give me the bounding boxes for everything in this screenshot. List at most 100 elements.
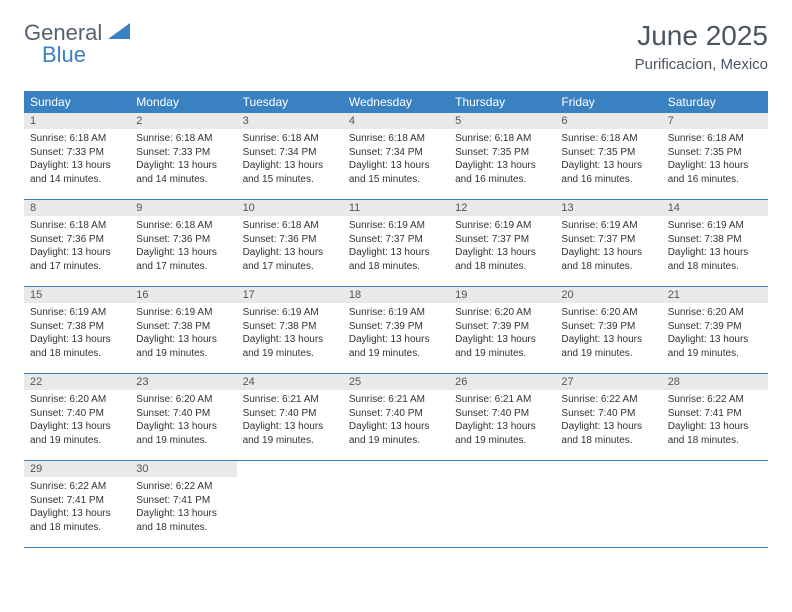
day-cell: 14Sunrise: 6:19 AMSunset: 7:38 PMDayligh… [662,200,768,286]
day-content: Sunrise: 6:21 AMSunset: 7:40 PMDaylight:… [449,390,555,453]
daylight-text: Daylight: 13 hours and 19 minutes. [243,420,337,447]
daylight-text: Daylight: 13 hours and 15 minutes. [243,159,337,186]
day-number: 24 [237,374,343,390]
sunset-text: Sunset: 7:40 PM [349,407,443,421]
day-header-thursday: Thursday [449,91,555,113]
day-number: 6 [555,113,661,129]
daylight-text: Daylight: 13 hours and 16 minutes. [561,159,655,186]
day-content: Sunrise: 6:22 AMSunset: 7:41 PMDaylight:… [24,477,130,540]
day-cell: 4Sunrise: 6:18 AMSunset: 7:34 PMDaylight… [343,113,449,199]
day-content: Sunrise: 6:18 AMSunset: 7:34 PMDaylight:… [343,129,449,192]
sunrise-text: Sunrise: 6:20 AM [561,306,655,320]
sunset-text: Sunset: 7:35 PM [561,146,655,160]
sunset-text: Sunset: 7:36 PM [136,233,230,247]
daylight-text: Daylight: 13 hours and 17 minutes. [30,246,124,273]
day-cell: 18Sunrise: 6:19 AMSunset: 7:39 PMDayligh… [343,287,449,373]
sunrise-text: Sunrise: 6:18 AM [30,132,124,146]
daylight-text: Daylight: 13 hours and 19 minutes. [561,333,655,360]
day-content: Sunrise: 6:20 AMSunset: 7:39 PMDaylight:… [449,303,555,366]
day-cell: 29Sunrise: 6:22 AMSunset: 7:41 PMDayligh… [24,461,130,547]
sunrise-text: Sunrise: 6:19 AM [349,219,443,233]
sunrise-text: Sunrise: 6:22 AM [30,480,124,494]
day-number: 23 [130,374,236,390]
sunset-text: Sunset: 7:38 PM [243,320,337,334]
day-number: 18 [343,287,449,303]
day-cell: 24Sunrise: 6:21 AMSunset: 7:40 PMDayligh… [237,374,343,460]
sunrise-text: Sunrise: 6:19 AM [668,219,762,233]
day-number: 19 [449,287,555,303]
week-row: 15Sunrise: 6:19 AMSunset: 7:38 PMDayligh… [24,287,768,374]
day-cell: 16Sunrise: 6:19 AMSunset: 7:38 PMDayligh… [130,287,236,373]
day-content: Sunrise: 6:22 AMSunset: 7:41 PMDaylight:… [662,390,768,453]
day-content: Sunrise: 6:20 AMSunset: 7:40 PMDaylight:… [24,390,130,453]
day-number: 9 [130,200,236,216]
day-number: 7 [662,113,768,129]
sunrise-text: Sunrise: 6:18 AM [349,132,443,146]
logo-blue-row: Blue [42,42,86,68]
sunset-text: Sunset: 7:36 PM [243,233,337,247]
sunset-text: Sunset: 7:41 PM [30,494,124,508]
sunrise-text: Sunrise: 6:18 AM [243,132,337,146]
daylight-text: Daylight: 13 hours and 17 minutes. [136,246,230,273]
sunset-text: Sunset: 7:41 PM [668,407,762,421]
day-content: Sunrise: 6:20 AMSunset: 7:39 PMDaylight:… [662,303,768,366]
day-cell: 27Sunrise: 6:22 AMSunset: 7:40 PMDayligh… [555,374,661,460]
daylight-text: Daylight: 13 hours and 19 minutes. [455,333,549,360]
sunrise-text: Sunrise: 6:18 AM [561,132,655,146]
day-content: Sunrise: 6:20 AMSunset: 7:39 PMDaylight:… [555,303,661,366]
sunset-text: Sunset: 7:38 PM [668,233,762,247]
day-header-friday: Friday [555,91,661,113]
location-label: Purificacion, Mexico [635,56,768,73]
sunrise-text: Sunrise: 6:19 AM [30,306,124,320]
sunset-text: Sunset: 7:39 PM [455,320,549,334]
day-number: 16 [130,287,236,303]
day-number: 26 [449,374,555,390]
day-header-wednesday: Wednesday [343,91,449,113]
sunset-text: Sunset: 7:39 PM [668,320,762,334]
day-cell: 7Sunrise: 6:18 AMSunset: 7:35 PMDaylight… [662,113,768,199]
day-number: 13 [555,200,661,216]
daylight-text: Daylight: 13 hours and 18 minutes. [561,420,655,447]
day-content: Sunrise: 6:19 AMSunset: 7:37 PMDaylight:… [449,216,555,279]
daylight-text: Daylight: 13 hours and 14 minutes. [136,159,230,186]
day-number: 8 [24,200,130,216]
day-cell: 30Sunrise: 6:22 AMSunset: 7:41 PMDayligh… [130,461,236,547]
day-content: Sunrise: 6:19 AMSunset: 7:38 PMDaylight:… [130,303,236,366]
daylight-text: Daylight: 13 hours and 19 minutes. [349,333,443,360]
sunset-text: Sunset: 7:34 PM [243,146,337,160]
sunset-text: Sunset: 7:36 PM [30,233,124,247]
day-cell: 9Sunrise: 6:18 AMSunset: 7:36 PMDaylight… [130,200,236,286]
day-cell: 3 Sunrise: 6:18 AMSunset: 7:34 PMDaylight… [237,113,343,199]
daylight-text: Daylight: 13 hours and 18 minutes. [668,420,762,447]
week-row: 22Sunrise: 6:20 AMSunset: 7:40 PMDayligh… [24,374,768,461]
day-cell: 15Sunrise: 6:19 AMSunset: 7:38 PMDayligh… [24,287,130,373]
sunset-text: Sunset: 7:35 PM [668,146,762,160]
day-number: 27 [555,374,661,390]
sunrise-text: Sunrise: 6:22 AM [136,480,230,494]
sunset-text: Sunset: 7:33 PM [136,146,230,160]
sunset-text: Sunset: 7:37 PM [561,233,655,247]
day-cell: 6 Sunrise: 6:18 AMSunset: 7:35 PMDaylight… [555,113,661,199]
day-cell [237,461,343,547]
day-cell: 19Sunrise: 6:20 AMSunset: 7:39 PMDayligh… [449,287,555,373]
day-cell: 20Sunrise: 6:20 AMSunset: 7:39 PMDayligh… [555,287,661,373]
day-content: Sunrise: 6:19 AMSunset: 7:37 PMDaylight:… [555,216,661,279]
day-content: Sunrise: 6:18 AMSunset: 7:36 PMDaylight:… [130,216,236,279]
sunrise-text: Sunrise: 6:20 AM [455,306,549,320]
day-number: 1 [24,113,130,129]
sunrise-text: Sunrise: 6:20 AM [30,393,124,407]
sunset-text: Sunset: 7:38 PM [136,320,230,334]
daylight-text: Daylight: 13 hours and 19 minutes. [668,333,762,360]
day-number: 12 [449,200,555,216]
day-content: Sunrise: 6:19 AMSunset: 7:37 PMDaylight:… [343,216,449,279]
day-number: 3 [237,113,343,129]
day-cell: 21Sunrise: 6:20 AMSunset: 7:39 PMDayligh… [662,287,768,373]
sunset-text: Sunset: 7:41 PM [136,494,230,508]
day-number: 25 [343,374,449,390]
sunset-text: Sunset: 7:35 PM [455,146,549,160]
page-header: General June 2025 Purificacion, Mexico [24,20,768,73]
daylight-text: Daylight: 13 hours and 16 minutes. [455,159,549,186]
day-number: 20 [555,287,661,303]
day-content: Sunrise: 6:21 AMSunset: 7:40 PMDaylight:… [237,390,343,453]
sunrise-text: Sunrise: 6:22 AM [561,393,655,407]
